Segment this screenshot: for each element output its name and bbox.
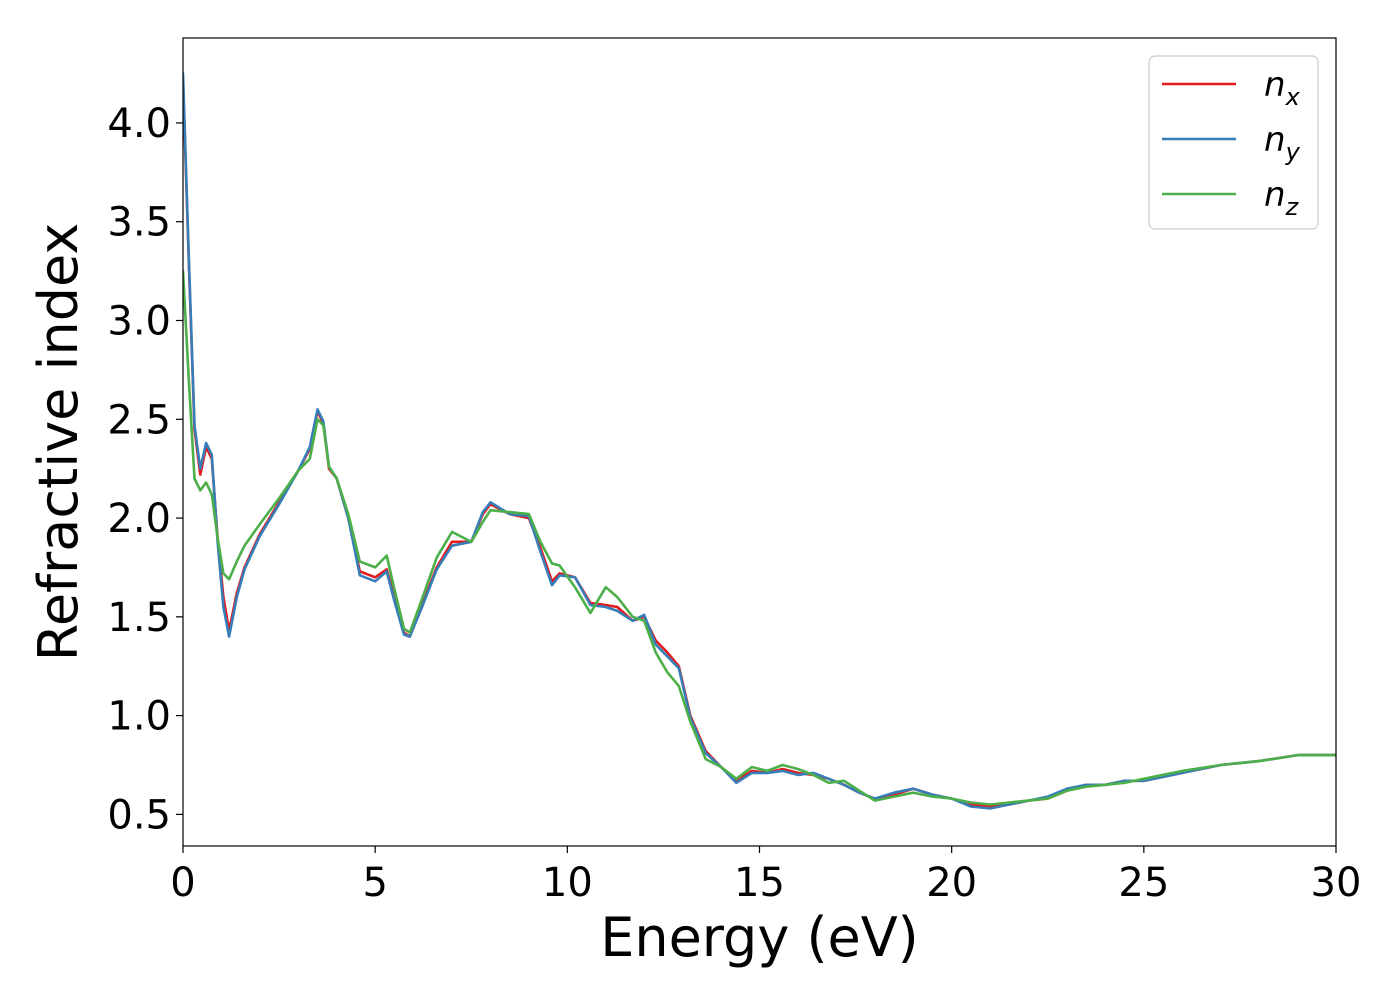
y-axis-ticks: 0.5 1.0 1.5 2.0 2.5 3.0 3.5 4.0 bbox=[107, 101, 183, 838]
legend-label-subscript: y bbox=[1285, 138, 1301, 166]
series-line-z bbox=[183, 269, 1336, 806]
x-tick-label: 20 bbox=[926, 860, 977, 906]
x-tick-label: 5 bbox=[362, 860, 387, 906]
y-axis-title: Refractive index bbox=[27, 223, 90, 662]
y-tick-label: 2.5 bbox=[107, 397, 171, 443]
y-tick-label: 3.5 bbox=[107, 200, 171, 246]
y-tick-label: 2.0 bbox=[107, 496, 171, 542]
x-tick-label: 15 bbox=[734, 860, 785, 906]
y-tick-label: 1.0 bbox=[107, 694, 171, 740]
plot-series bbox=[183, 72, 1336, 810]
y-tick-label: 1.5 bbox=[107, 595, 171, 641]
legend-label-subscript: z bbox=[1285, 193, 1300, 221]
x-tick-label: 10 bbox=[542, 860, 593, 906]
y-tick-label: 3.0 bbox=[107, 299, 171, 345]
legend-label-subscript: x bbox=[1285, 83, 1301, 111]
legend-label-z: nz bbox=[1264, 175, 1300, 221]
x-axis-title: Energy (eV) bbox=[600, 906, 919, 969]
x-tick-label: 25 bbox=[1118, 860, 1169, 906]
legend-label-base: n bbox=[1264, 175, 1286, 215]
y-tick-label: 4.0 bbox=[107, 101, 171, 147]
legend-label-base: n bbox=[1264, 65, 1286, 105]
legend-box bbox=[1148, 55, 1319, 230]
x-axis-ticks: 0 5 10 15 20 25 30 bbox=[170, 846, 1361, 906]
x-tick-label: 30 bbox=[1311, 860, 1362, 906]
y-tick-label: 0.5 bbox=[107, 792, 171, 838]
legend-label-y: ny bbox=[1264, 120, 1301, 166]
legend-label-base: n bbox=[1264, 120, 1286, 160]
legend-label-x: nx bbox=[1264, 65, 1301, 111]
x-tick-label: 0 bbox=[170, 860, 195, 906]
